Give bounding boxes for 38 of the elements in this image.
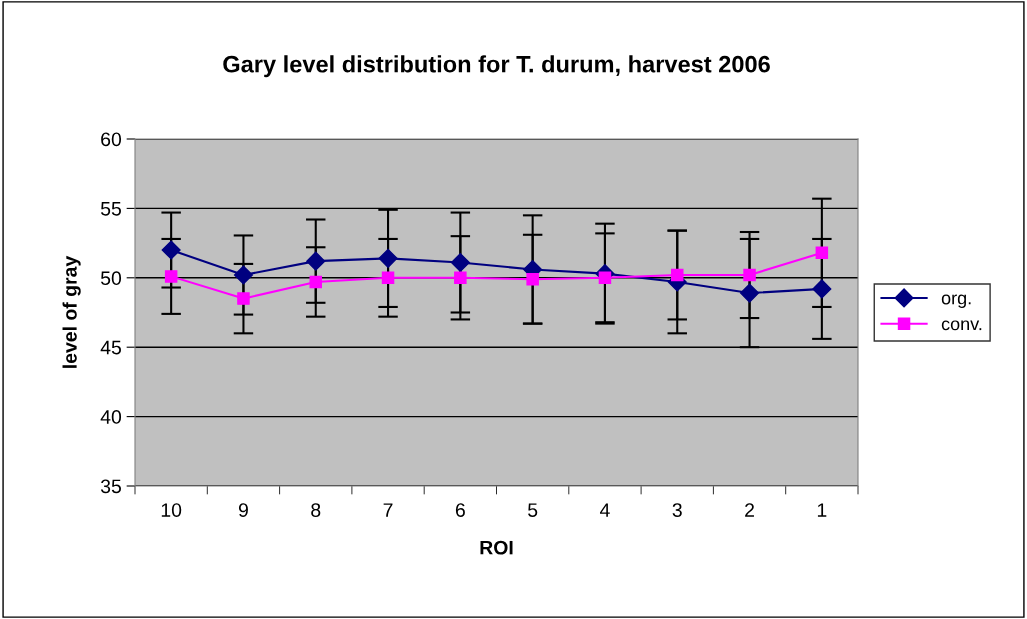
y-tick-label: 40: [100, 410, 122, 424]
point: [233, 265, 253, 285]
point: [454, 271, 467, 285]
y-tick-label: 35: [100, 479, 121, 494]
x-tick-label: 8: [311, 503, 321, 517]
point: [237, 292, 250, 305]
x-tick-label: 9: [238, 503, 248, 517]
point: [740, 283, 760, 303]
x-tick-label: 4: [599, 503, 610, 517]
point: [381, 271, 395, 285]
x-tick-label: 5: [528, 503, 538, 517]
y-tick-label: 45: [100, 340, 121, 355]
point: [812, 279, 832, 299]
x-tick-label: 7: [383, 503, 393, 517]
x-axis-title: ROI: [480, 540, 513, 555]
point: [743, 268, 756, 282]
x-tick-label: 6: [455, 503, 465, 517]
legend-label: org.: [941, 294, 971, 308]
point: [164, 270, 178, 283]
chart-title: Gary level distribution for T. durum, harvest 2006: [223, 55, 770, 78]
x-tick-label: 2: [745, 503, 754, 517]
point: [598, 271, 612, 285]
point: [670, 268, 684, 282]
y-tick-label: 55: [100, 202, 121, 216]
x-tick-label: 10: [161, 503, 182, 517]
x-tick-label: 3: [672, 503, 682, 517]
point: [161, 240, 181, 260]
point: [306, 251, 326, 271]
legend-label: conv.: [941, 320, 982, 331]
point: [450, 252, 470, 273]
point: [309, 275, 323, 289]
point: [378, 248, 398, 268]
y-tick-label: 50: [100, 271, 122, 286]
y-axis-title: level of gray: [62, 255, 81, 368]
point: [815, 246, 829, 260]
y-tick-label: 60: [101, 132, 122, 147]
point: [526, 272, 539, 286]
x-tick-label: 1: [817, 503, 827, 517]
